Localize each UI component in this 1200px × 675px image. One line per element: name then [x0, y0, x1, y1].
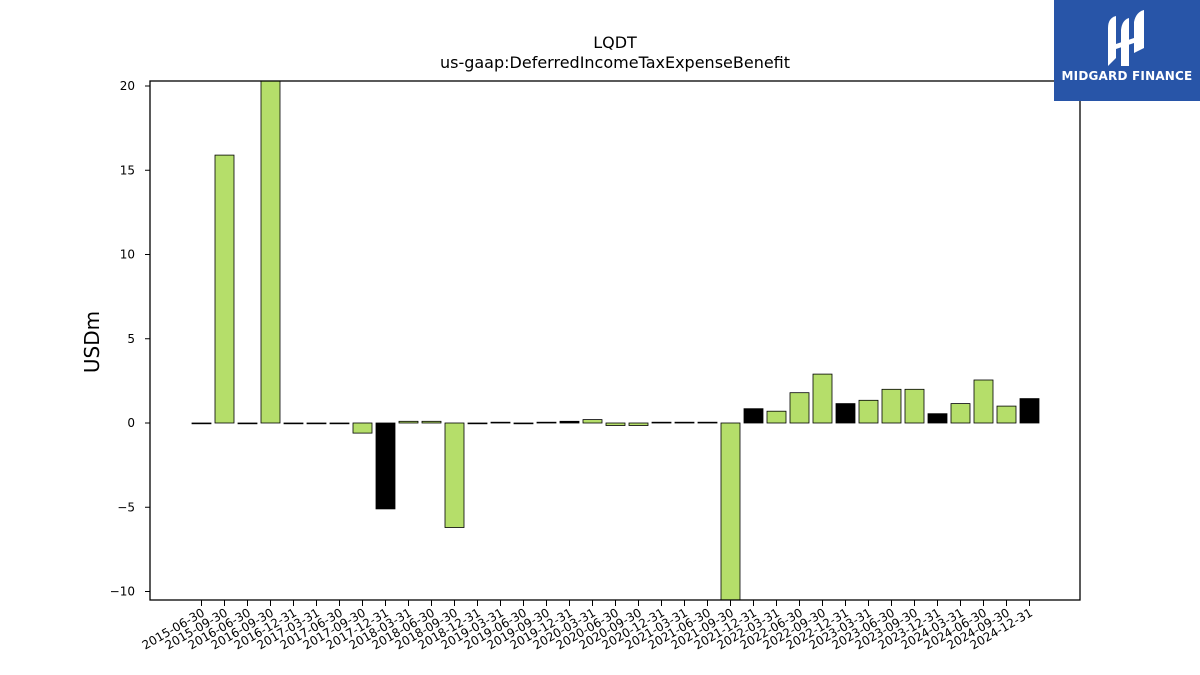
y-tick-label: 15 — [120, 163, 135, 177]
bar-2022-03-31 — [766, 410, 787, 424]
bar-2019-06-30 — [513, 422, 534, 425]
bar-2024-06-30 — [973, 379, 994, 424]
bars-group — [191, 80, 1040, 601]
bar-2019-03-31 — [490, 421, 511, 424]
bar-2020-03-31 — [582, 419, 603, 424]
y-tick-label: 5 — [127, 332, 135, 346]
bar-2021-09-30 — [720, 422, 741, 601]
bar-2021-06-30 — [697, 421, 718, 424]
bar-2021-12-31 — [743, 408, 764, 424]
bar-2021-03-31 — [674, 421, 695, 424]
y-tick-label: 20 — [120, 79, 135, 93]
bar-2019-09-30 — [536, 421, 557, 424]
bar-2016-12-31 — [283, 422, 304, 425]
bar-2024-12-31 — [1019, 398, 1040, 424]
logo-text: MIDGARD FINANCE — [1061, 69, 1193, 83]
bar-2017-12-31 — [375, 422, 396, 510]
chart-title: LQDT — [593, 33, 637, 52]
bar-2019-12-31 — [559, 420, 580, 424]
bar-2022-09-30 — [812, 373, 833, 424]
plot-frame — [149, 80, 1081, 601]
bar-2023-09-30 — [904, 388, 925, 424]
bar-2018-12-31 — [467, 422, 488, 425]
bar-2020-12-31 — [651, 421, 672, 424]
bar-2018-09-30 — [444, 422, 465, 528]
bar-2017-09-30 — [352, 422, 373, 434]
bar-2017-03-31 — [306, 422, 327, 425]
y-tick-label: 0 — [127, 416, 135, 430]
bar-2018-03-31 — [398, 420, 419, 424]
bar-2023-06-30 — [881, 388, 902, 424]
y-axis-label: USDm — [80, 311, 104, 373]
bar-2017-06-30 — [329, 422, 350, 425]
bar-2020-06-30 — [605, 422, 626, 426]
bar-2016-06-30 — [237, 422, 258, 425]
y-axis: −10 −5 0 5 10 15 20 — [110, 79, 150, 599]
midgard-finance-logo: MIDGARD FINANCE — [1054, 0, 1200, 101]
bar-2020-09-30 — [628, 422, 649, 426]
bar-2024-03-31 — [950, 403, 971, 424]
y-tick-label: 10 — [120, 248, 135, 262]
bar-2022-06-30 — [789, 392, 810, 424]
bar-2015-09-30 — [214, 154, 235, 424]
bar-2023-12-31 — [927, 413, 948, 424]
y-tick-label: −10 — [110, 585, 135, 599]
bar-2022-12-31 — [835, 403, 856, 424]
y-tick-label: −5 — [117, 500, 135, 514]
bar-2018-06-30 — [421, 420, 442, 424]
x-axis: 2015-06-302015-09-302016-06-302016-09-30… — [140, 600, 1035, 652]
bar-2023-03-31 — [858, 399, 879, 424]
bar-2016-09-30 — [260, 80, 281, 424]
logo-mark-icon — [1108, 10, 1144, 66]
bar-2024-09-30 — [996, 405, 1017, 424]
chart-subtitle: us-gaap:DeferredIncomeTaxExpenseBenefit — [440, 53, 790, 72]
bar-2015-06-30 — [191, 422, 212, 425]
